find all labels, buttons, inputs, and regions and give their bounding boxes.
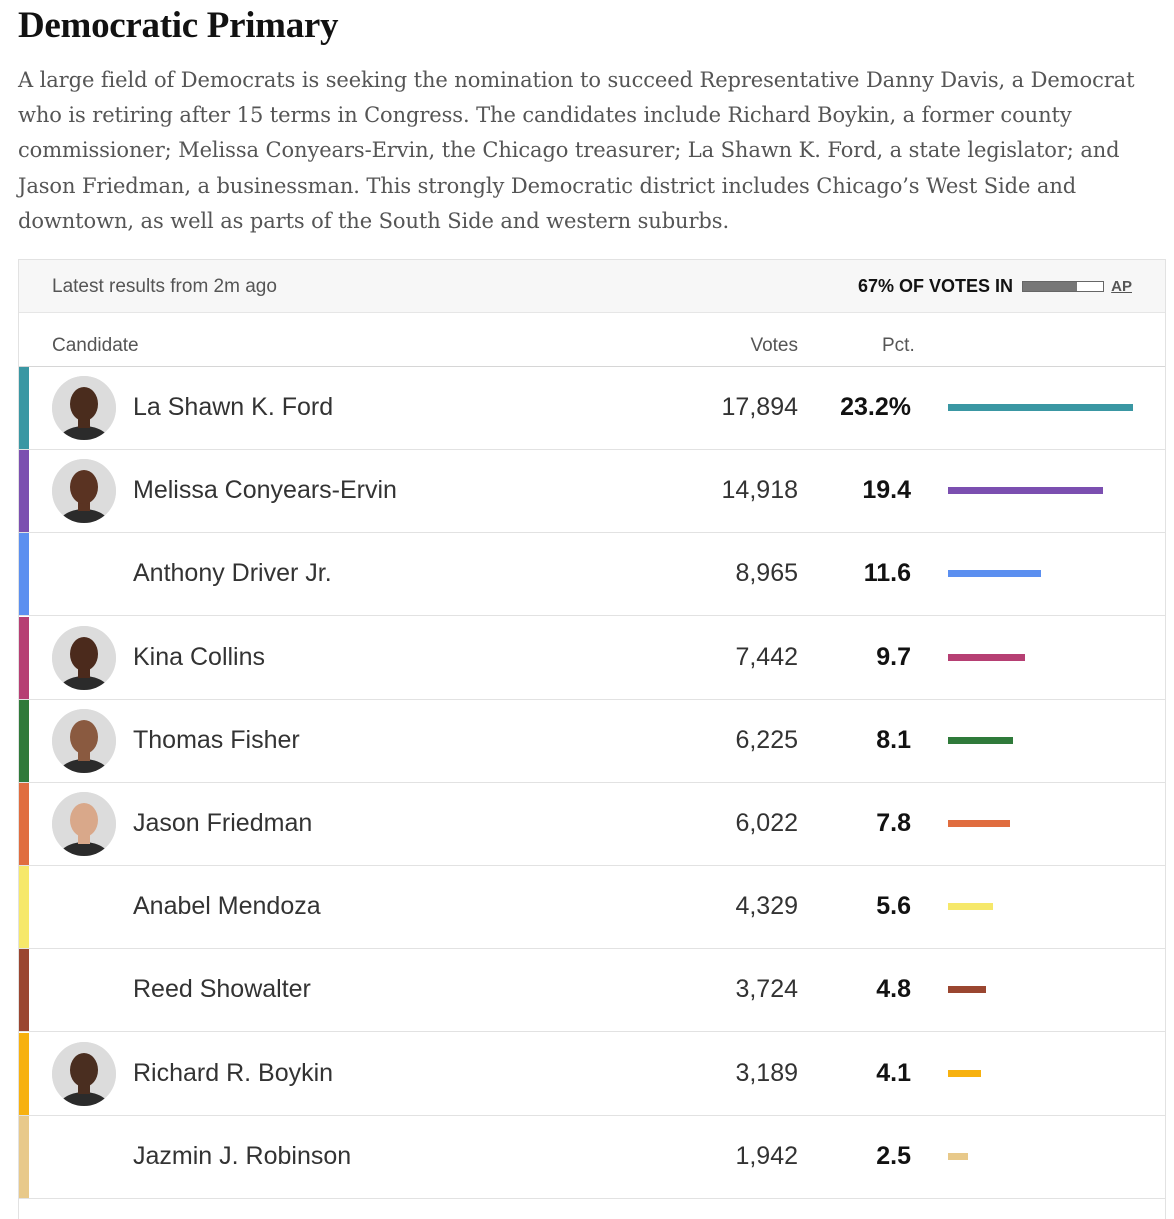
candidate-row: Kina Collins 7,442 9.7	[19, 616, 1165, 700]
candidate-avatar	[52, 792, 116, 856]
candidate-row: Anabel Mendoza 4,329 5.6	[19, 866, 1165, 950]
candidate-color-stripe	[19, 949, 29, 1032]
column-header-row: Candidate Votes Pct.	[19, 312, 1165, 367]
candidate-row: Richard R. Boykin 3,189 4.1	[19, 1032, 1165, 1116]
candidate-name: Thomas Fisher	[133, 725, 300, 754]
candidate-name: Anthony Driver Jr.	[133, 559, 332, 588]
page-title: Democratic Primary	[18, 5, 339, 46]
candidate-avatar	[52, 376, 116, 440]
column-header-votes: Votes	[750, 335, 798, 356]
candidate-pct-bar	[948, 1152, 968, 1160]
candidate-pct-bar	[948, 1069, 981, 1077]
candidate-name: Jason Friedman	[133, 809, 313, 837]
candidate-votes: 1,942	[735, 1141, 798, 1170]
candidate-color-stripe	[19, 450, 29, 533]
status-bar: Latest results from 2m ago 67% OF VOTES …	[19, 260, 1165, 313]
votes-reporting: 67% OF VOTES IN	[858, 276, 1104, 297]
candidate-pct: 7.8	[876, 809, 911, 837]
candidate-name: Richard R. Boykin	[133, 1058, 334, 1087]
candidate-votes: 6,022	[735, 809, 798, 837]
candidate-row: Jason Friedman 6,022 7.8	[19, 783, 1165, 866]
candidate-pct: 4.1	[876, 1058, 911, 1087]
candidate-color-stripe	[19, 367, 29, 449]
candidate-color-stripe	[19, 699, 29, 782]
candidate-pct: 8.1	[876, 725, 911, 754]
candidate-pct-bar	[948, 903, 993, 911]
candidate-avatar	[52, 625, 116, 690]
candidate-pct: 23.2%	[840, 393, 911, 421]
candidate-avatar	[52, 708, 116, 773]
column-header-pct: Pct.	[882, 335, 915, 356]
candidate-pct-bar	[948, 487, 1103, 495]
candidate-pct-bar	[948, 736, 1013, 744]
candidate-votes: 6,225	[735, 725, 798, 754]
candidate-color-stripe	[19, 1115, 29, 1198]
candidate-name: Kina Collins	[133, 642, 266, 671]
candidate-pct: 4.8	[876, 975, 911, 1004]
reporting-progress-bar	[1022, 281, 1104, 292]
candidate-row: Reed Showalter 3,724 4.8	[19, 949, 1165, 1033]
candidate-pct: 2.5	[876, 1141, 911, 1170]
candidate-color-stripe	[19, 533, 29, 616]
candidate-name: Reed Showalter	[133, 975, 311, 1004]
reporting-progress-fill	[1023, 282, 1077, 291]
intro-paragraph: A large field of Democrats is seeking th…	[18, 68, 1135, 233]
candidate-votes: 17,894	[721, 393, 798, 421]
candidate-name: Melissa Conyears-Ervin	[133, 476, 397, 505]
candidate-pct-bar	[948, 570, 1041, 578]
candidate-votes: 3,724	[735, 975, 798, 1004]
candidate-pct-bar	[948, 404, 1133, 411]
candidate-votes: 8,965	[735, 559, 798, 588]
candidate-color-stripe	[19, 616, 29, 699]
candidate-pct: 9.7	[876, 642, 911, 671]
candidate-avatar	[52, 459, 116, 524]
candidate-row: La Shawn K. Ford 17,894 23.2%	[19, 367, 1165, 450]
candidate-name: Anabel Mendoza	[133, 892, 321, 921]
column-header-candidate: Candidate	[52, 335, 139, 356]
candidate-pct-bar	[948, 653, 1025, 661]
candidate-name: Jazmin J. Robinson	[133, 1141, 352, 1170]
results-table: Latest results from 2m ago 67% OF VOTES …	[18, 259, 1166, 1219]
candidate-name: La Shawn K. Ford	[133, 393, 334, 421]
votes-reporting-label: 67% OF VOTES IN	[857, 276, 1013, 296]
candidate-pct: 5.6	[876, 892, 911, 921]
candidate-row: Anthony Driver Jr. 8,965 11.6	[19, 533, 1165, 617]
latest-results-timestamp: Latest results from 2m ago	[52, 276, 277, 297]
candidate-pct: 19.4	[862, 476, 911, 505]
candidate-row: Thomas Fisher 6,225 8.1	[19, 699, 1165, 783]
candidate-pct-bar	[948, 820, 1010, 827]
ap-source-link[interactable]: AP	[1111, 278, 1132, 295]
candidate-avatar	[52, 1041, 116, 1106]
candidate-votes: 3,189	[735, 1058, 798, 1087]
candidate-color-stripe	[19, 1032, 29, 1115]
candidate-votes: 4,329	[735, 892, 798, 921]
candidate-votes: 7,442	[735, 642, 798, 671]
candidate-row: Melissa Conyears-Ervin 14,918 19.4	[19, 450, 1165, 534]
candidate-row: Jazmin J. Robinson 1,942 2.5	[19, 1115, 1165, 1199]
candidate-votes: 14,918	[721, 476, 798, 505]
candidate-color-stripe	[19, 783, 29, 865]
candidate-pct-bar	[948, 986, 986, 994]
candidate-pct: 11.6	[863, 559, 911, 588]
candidate-color-stripe	[19, 866, 29, 949]
